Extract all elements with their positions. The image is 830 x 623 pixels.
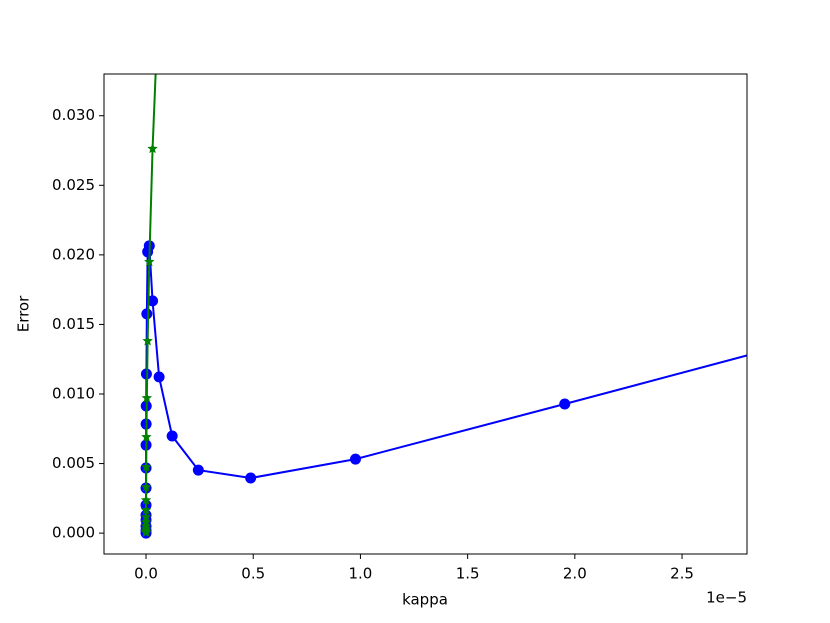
x-offset-label: 1e−5 xyxy=(706,589,747,607)
y-tick-label: 0.030 xyxy=(52,106,95,124)
circle-marker xyxy=(141,308,153,320)
star-marker xyxy=(141,392,153,403)
star-marker xyxy=(140,481,152,492)
star-marker xyxy=(140,520,152,531)
x-tick-label: 1.5 xyxy=(456,565,480,583)
circle-marker xyxy=(192,464,204,476)
y-tick-label: 0.010 xyxy=(52,385,95,403)
star-marker xyxy=(144,256,155,267)
star-marker xyxy=(140,516,152,527)
y-tick-label: 0.025 xyxy=(52,176,95,194)
circle-marker xyxy=(147,295,159,307)
y-tick-label: 0.005 xyxy=(52,454,95,472)
circle-marker xyxy=(245,472,257,484)
star-marker xyxy=(147,143,158,154)
x-tick-label: 0.5 xyxy=(241,565,265,583)
x-tick-label: 2.5 xyxy=(670,565,694,583)
star-marker xyxy=(142,335,153,346)
star-marker xyxy=(140,504,152,515)
y-axis-label: Error xyxy=(15,295,33,332)
axes-frame xyxy=(103,73,748,555)
circle-marker xyxy=(559,398,571,410)
circle-marker xyxy=(153,371,165,383)
circle-marker xyxy=(166,430,178,442)
x-axis-label: kappa xyxy=(402,591,448,609)
star-marker xyxy=(140,494,152,505)
circle-marker xyxy=(349,453,361,465)
star-marker xyxy=(141,431,152,442)
plot-area xyxy=(140,74,747,539)
star-marker xyxy=(140,511,152,522)
x-tick-label: 2.0 xyxy=(563,565,587,583)
y-tick-label: 0.015 xyxy=(52,315,95,333)
x-tick-label: 0.0 xyxy=(134,565,158,583)
y-tick-label: 0.020 xyxy=(52,245,95,263)
x-tick-label: 1.0 xyxy=(348,565,372,583)
y-tick-label: 0.000 xyxy=(52,524,95,542)
series-line xyxy=(145,245,747,534)
star-marker xyxy=(141,461,152,472)
